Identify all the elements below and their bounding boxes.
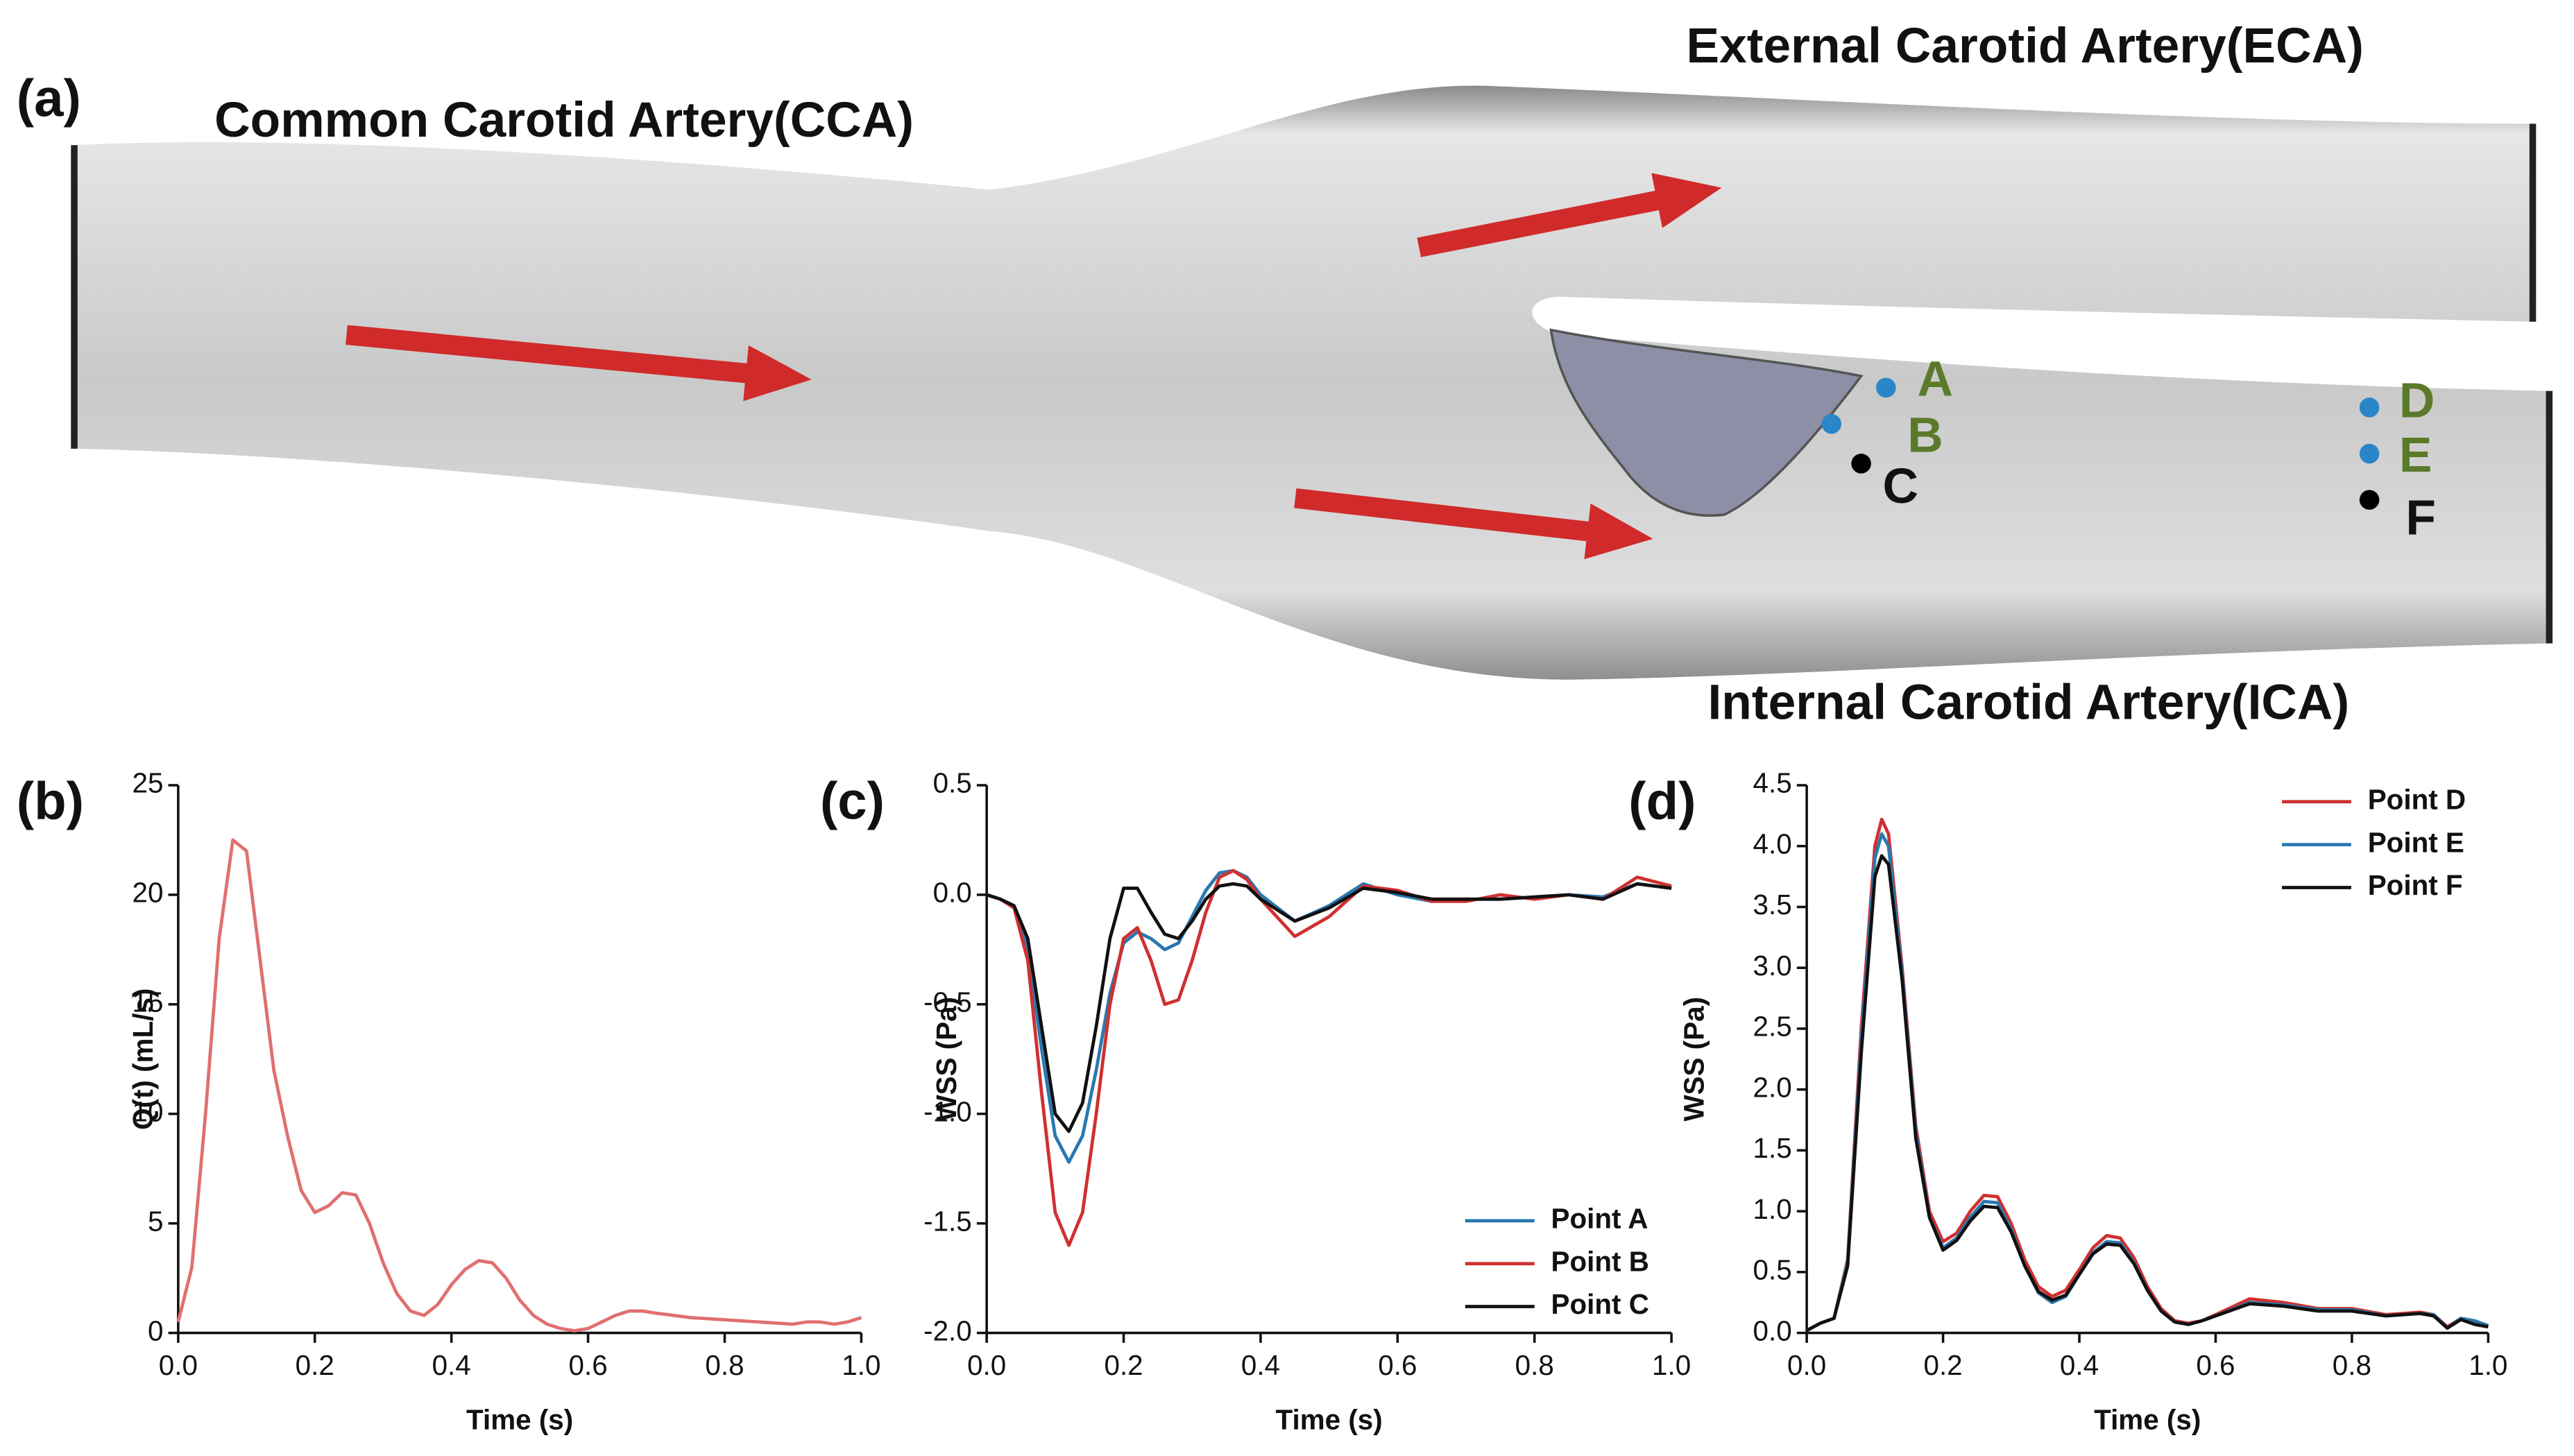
legend-label: Point F [2368,869,2463,901]
data-line [1806,854,2489,1333]
y-axis-title: WSS (Pa) [1678,997,1710,1122]
x-tick-label: 0.6 [2196,1349,2235,1381]
y-tick-label: 15 [132,986,163,1018]
x-tick-label: 0.4 [1241,1349,1280,1381]
probe-point [2359,443,2380,464]
x-tick-label: 0.8 [2333,1349,2371,1381]
x-tick-label: 0.8 [705,1349,744,1381]
y-tick-label: 4.5 [1753,767,1792,799]
y-tick-label: -2.0 [923,1314,972,1346]
legend-label: Point E [2368,826,2464,858]
panel-label: (d) [1628,772,1696,831]
flow-arrow [1417,173,1722,257]
plaque [1549,328,1864,517]
panel-label: (c) [820,772,885,831]
y-tick-label: 20 [132,877,163,909]
flow-arrow [1294,488,1653,560]
point-label: E [2399,427,2432,483]
y-axis-title: Q(t) (mL/s) [127,988,159,1130]
y-tick-label: 2.0 [1753,1071,1792,1103]
x-tick-label: 1.0 [1652,1349,1691,1381]
data-line [986,868,1672,1247]
probe-point [1821,413,1842,434]
y-tick-label: -0.5 [923,986,972,1018]
artery-label: Common Carotid Artery(CCA) [214,92,914,148]
y-tick-label: 0.0 [1753,1314,1792,1346]
legend-label: Point D [2368,783,2466,815]
x-tick-label: 0.6 [1378,1349,1417,1381]
artery-panel: A B C D E F (a) Common Carotid Artery(CC… [17,18,2553,730]
y-tick-label: -1.5 [923,1205,972,1237]
point-label: B [1907,407,1943,463]
y-tick-label: 5 [148,1205,163,1237]
x-tick-label: 1.0 [842,1349,880,1381]
data-line [1806,832,2489,1333]
artery-label: External Carotid Artery(ECA) [1687,18,2364,74]
probe-point [2359,397,2380,418]
data-line [986,882,1672,1133]
x-tick-label: 0.0 [967,1349,1006,1381]
point-label: A [1917,352,1953,407]
artery [74,85,2550,680]
y-tick-label: 3.5 [1753,889,1792,920]
chart: 0.0 0.2 0.4 0.6 0.8 1.0 -2.0 -1.5 -1.0 -0.5 0.0 0.5… [820,767,1691,1436]
y-tick-label: 3.0 [1753,950,1792,982]
chart: 0.0 0.2 0.4 0.6 0.8 1.0 0.0 0.5 1.0 1.5 2.0 2.5 3.0 3… [1628,767,2507,1436]
x-tick-label: 0.2 [1104,1349,1143,1381]
x-tick-label: 0.4 [432,1349,471,1381]
x-tick-label: 0.0 [159,1349,198,1381]
y-tick-label: 0.0 [933,877,972,909]
chart: 0.0 0.2 0.4 0.6 0.8 1.0 0 5 10 15 20 25 Time (s) Q(t)… [17,767,881,1436]
x-tick-label: 0.6 [569,1349,608,1381]
y-tick-label: -1.0 [923,1095,972,1127]
legend-label: Point A [1551,1203,1648,1235]
y-tick-label: 1.5 [1753,1132,1792,1164]
x-tick-label: 0.2 [1923,1349,1962,1381]
x-axis-title: Time (s) [1276,1404,1383,1436]
x-tick-label: 0.8 [1515,1349,1554,1381]
legend-label: Point B [1551,1245,1649,1277]
x-tick-label: 0.2 [296,1349,334,1381]
probe-point [1851,454,1871,474]
y-tick-label: 0.5 [1753,1254,1792,1286]
panel-label: (a) [17,69,81,128]
flow-arrow [346,325,812,402]
y-tick-label: 4.0 [1753,828,1792,859]
y-tick-label: 1.0 [1753,1193,1792,1225]
legend-label: Point C [1551,1288,1649,1320]
y-tick-label: 10 [132,1095,163,1127]
x-tick-label: 1.0 [2469,1349,2507,1381]
y-tick-label: 2.5 [1753,1011,1792,1043]
point-label: D [2399,373,2435,429]
y-tick-label: 0 [148,1314,163,1346]
artery-label: Internal Carotid Artery(ICA) [1707,675,2349,730]
point-label: C [1883,459,1919,514]
point-label: F [2405,490,2436,545]
y-axis-title: WSS (Pa) [930,997,962,1122]
panel-label: (b) [17,772,84,831]
x-axis-title: Time (s) [466,1404,573,1436]
probe-point [1876,377,1896,398]
y-tick-label: 0.5 [933,767,972,799]
x-tick-label: 0.0 [1787,1349,1826,1381]
x-axis-title: Time (s) [2094,1404,2201,1436]
data-line [176,838,862,1333]
data-line [986,868,1672,1164]
y-tick-label: 25 [132,767,163,799]
probe-point [2359,490,2380,510]
x-tick-label: 0.4 [2060,1349,2099,1381]
